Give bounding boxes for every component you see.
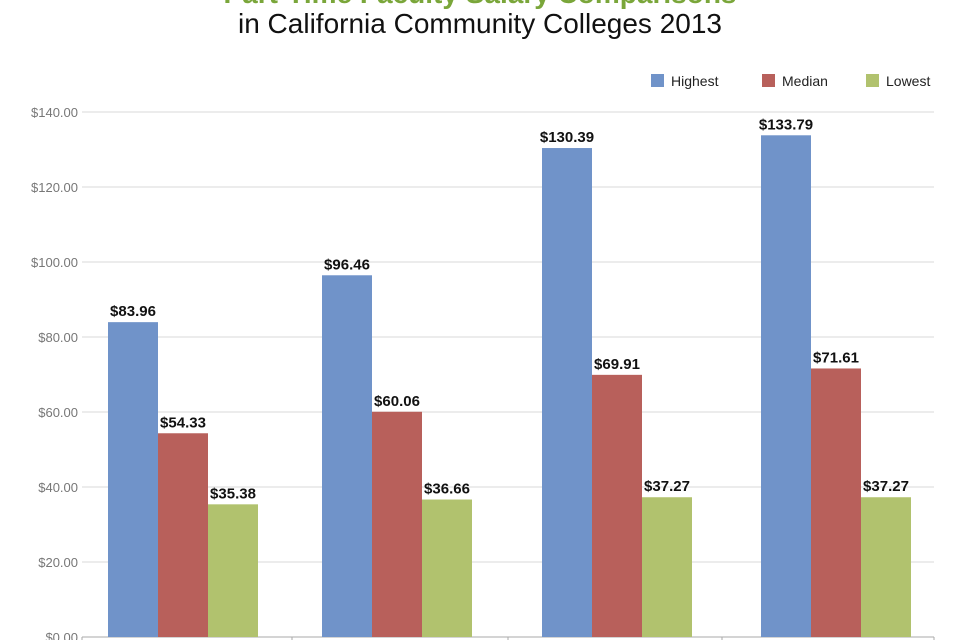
y-tick-label: $0.00 xyxy=(45,630,78,640)
bar xyxy=(861,497,911,637)
legend-label: Median xyxy=(782,73,828,89)
bar xyxy=(811,368,861,637)
data-label: $71.61 xyxy=(813,349,859,366)
y-tick-label: $100.00 xyxy=(31,255,78,270)
y-tick-label: $40.00 xyxy=(38,480,78,495)
y-tick-label: $80.00 xyxy=(38,330,78,345)
chart-subtitle: in California Community Colleges 2013 xyxy=(237,8,722,39)
bar xyxy=(322,275,372,637)
legend-label: Highest xyxy=(671,73,719,89)
data-label: $96.46 xyxy=(324,256,370,273)
data-label: $36.66 xyxy=(424,481,470,498)
bar xyxy=(372,411,422,637)
y-tick-label: $120.00 xyxy=(31,180,78,195)
data-label: $130.39 xyxy=(540,129,594,146)
data-label: $37.27 xyxy=(863,478,909,495)
bar xyxy=(592,374,642,637)
bar xyxy=(642,497,692,637)
data-label: $83.96 xyxy=(110,303,156,320)
y-tick-label: $140.00 xyxy=(31,105,78,120)
bar xyxy=(422,499,472,637)
data-label: $133.79 xyxy=(759,116,813,133)
bar xyxy=(542,148,592,637)
bar xyxy=(108,322,158,637)
bar xyxy=(761,135,811,637)
legend-swatch xyxy=(866,74,879,87)
data-label: $60.06 xyxy=(374,393,420,410)
data-label: $69.91 xyxy=(594,356,640,373)
data-label: $35.38 xyxy=(210,485,256,502)
legend-label: Lowest xyxy=(886,73,930,89)
data-label: $54.33 xyxy=(160,414,206,431)
legend-swatch xyxy=(651,74,664,87)
bar xyxy=(208,504,258,637)
bar xyxy=(158,433,208,637)
y-tick-label: $60.00 xyxy=(38,405,78,420)
chart-title: Part-Time Faculty Salary Comparisons xyxy=(0,0,960,10)
data-label: $37.27 xyxy=(644,478,690,495)
y-tick-label: $20.00 xyxy=(38,555,78,570)
legend-swatch xyxy=(762,74,775,87)
